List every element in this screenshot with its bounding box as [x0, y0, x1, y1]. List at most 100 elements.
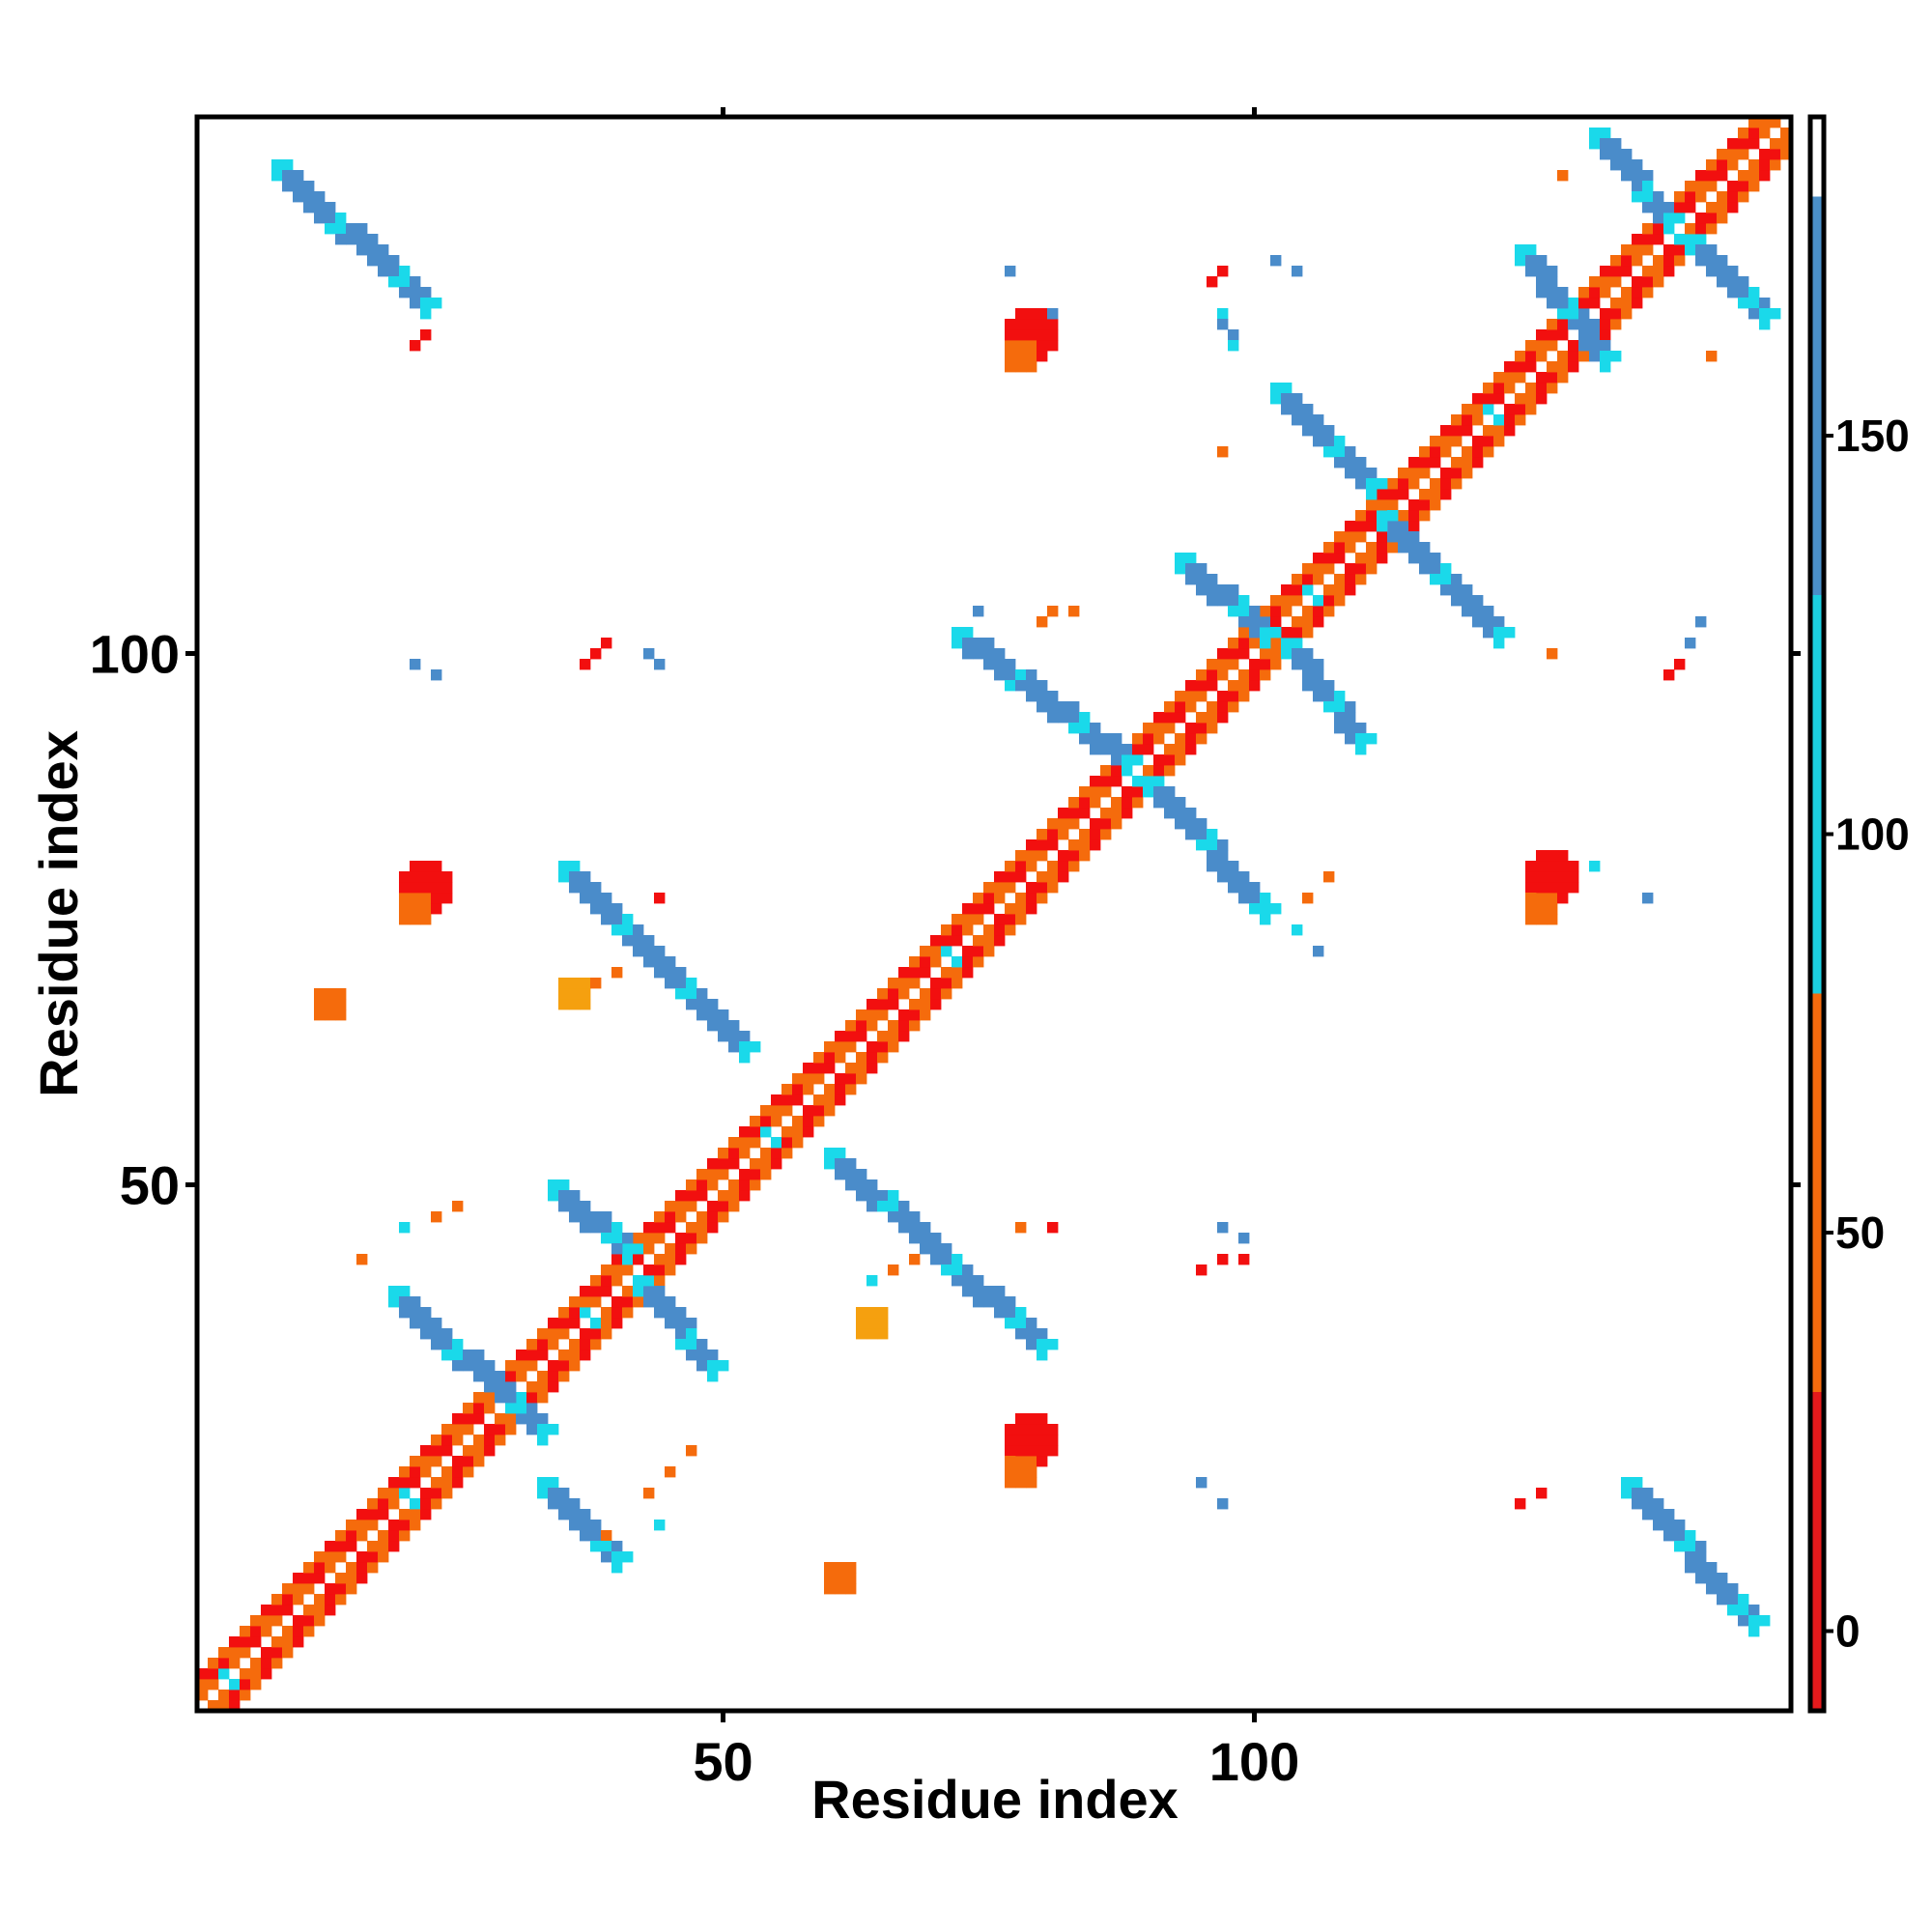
heatmap-cell — [994, 1286, 1006, 1297]
heatmap-cell — [1228, 691, 1239, 702]
heatmap-cell — [1355, 733, 1367, 745]
heatmap-cell — [314, 1562, 326, 1574]
heatmap-cell — [1334, 531, 1346, 543]
heatmap-cell — [410, 1318, 421, 1329]
heatmap-cell — [1748, 117, 1760, 128]
heatmap-cell — [803, 1105, 814, 1117]
heatmap-cell — [463, 1360, 474, 1372]
heatmap-cell — [1249, 882, 1261, 894]
heatmap-cell — [611, 1275, 623, 1287]
heatmap-cell — [1738, 1605, 1749, 1616]
heatmap-cell — [1727, 138, 1739, 150]
heatmap-cell — [675, 978, 687, 989]
colorbar-tick-label: 0 — [1835, 1606, 1861, 1657]
heatmap-cell — [1068, 701, 1080, 713]
heatmap-cell — [1026, 340, 1037, 352]
heatmap-cell — [1037, 319, 1048, 330]
heatmap-cell — [1015, 1435, 1027, 1446]
heatmap-cell — [1780, 138, 1792, 150]
heatmap-cell — [718, 1169, 729, 1180]
heatmap-cell — [378, 255, 389, 267]
heatmap-cell — [888, 1190, 899, 1202]
heatmap-cell — [824, 1052, 836, 1064]
heatmap-cell — [845, 1084, 857, 1095]
heatmap-cell — [1037, 1456, 1048, 1467]
heatmap-cell — [1547, 298, 1558, 309]
heatmap-cell — [1207, 584, 1218, 596]
heatmap-cell — [1748, 1615, 1760, 1627]
heatmap-cell — [261, 1605, 272, 1616]
heatmap-cell — [356, 244, 368, 256]
heatmap-cell — [548, 1488, 559, 1499]
heatmap-cell — [1238, 871, 1250, 883]
heatmap-cell — [473, 1435, 485, 1446]
heatmap-cell — [335, 223, 347, 235]
heatmap-cell — [1483, 404, 1494, 415]
heatmap-cell — [750, 1158, 761, 1170]
heatmap-cell — [1440, 584, 1452, 596]
heatmap-cell — [569, 999, 581, 1010]
heatmap-cell — [601, 1318, 612, 1329]
heatmap-cell — [282, 1647, 294, 1659]
heatmap-cell — [1132, 733, 1144, 745]
heatmap-cell — [1026, 691, 1037, 702]
heatmap-cell — [601, 1211, 612, 1223]
heatmap-cell — [1525, 255, 1537, 267]
heatmap-cell — [495, 1392, 506, 1404]
heatmap-cell — [845, 1020, 857, 1032]
heatmap-cell — [686, 1190, 697, 1202]
heatmap-cell — [1185, 701, 1197, 713]
heatmap-cell — [410, 1520, 421, 1531]
heatmap-cell — [346, 234, 357, 245]
heatmap-cell — [1323, 553, 1335, 564]
heatmap-cell — [1238, 627, 1250, 639]
heatmap-cell — [1653, 276, 1664, 288]
heatmap-cell — [399, 1530, 411, 1542]
heatmap-cell — [739, 1169, 751, 1180]
heatmap-cell — [282, 1605, 294, 1616]
heatmap-cell — [548, 1339, 559, 1350]
heatmap-cell — [1207, 574, 1218, 585]
heatmap-cell — [558, 1328, 570, 1340]
heatmap-cell — [1419, 553, 1431, 564]
heatmap-cell — [1228, 638, 1239, 649]
heatmap-cell — [473, 1371, 485, 1382]
heatmap-cell — [962, 914, 974, 925]
heatmap-cell — [1196, 584, 1208, 596]
heatmap-cell — [410, 861, 421, 872]
heatmap-cell — [1419, 499, 1431, 511]
heatmap-cell — [1037, 1445, 1048, 1457]
heatmap-cell — [1408, 553, 1420, 564]
heatmap-cell — [1738, 276, 1749, 288]
heatmap-cell — [1472, 606, 1484, 617]
heatmap-cell — [1005, 1477, 1016, 1489]
heatmap-cell — [1047, 691, 1059, 702]
heatmap-cell — [1292, 584, 1303, 596]
heatmap-cell — [1504, 425, 1516, 437]
heatmap-cell — [1175, 818, 1186, 830]
heatmap-cell — [580, 1350, 591, 1361]
heatmap-cell — [1589, 351, 1601, 362]
heatmap-cell — [654, 893, 666, 904]
heatmap-cell — [1440, 425, 1452, 437]
heatmap-cell — [803, 1073, 814, 1085]
heatmap-cell — [314, 1615, 326, 1627]
heatmap-cell — [1738, 170, 1749, 182]
heatmap-cell — [1366, 563, 1378, 575]
heatmap-cell — [1727, 1594, 1739, 1605]
heatmap-cell — [1515, 404, 1526, 415]
heatmap-cell — [803, 1084, 814, 1095]
heatmap-cell — [1695, 244, 1707, 256]
heatmap-cell — [1589, 287, 1601, 298]
heatmap-cell — [898, 1201, 910, 1212]
heatmap-cell — [1047, 701, 1059, 713]
heatmap-cell — [643, 1296, 655, 1308]
heatmap-cell — [1366, 553, 1378, 564]
heatmap-cell — [888, 999, 899, 1010]
heatmap-cell — [1674, 1530, 1686, 1542]
heatmap-cell — [420, 871, 432, 883]
heatmap-cell — [431, 669, 442, 681]
heatmap-cell — [1260, 903, 1271, 915]
heatmap-cell — [590, 1541, 602, 1552]
heatmap-cell — [622, 1254, 634, 1265]
